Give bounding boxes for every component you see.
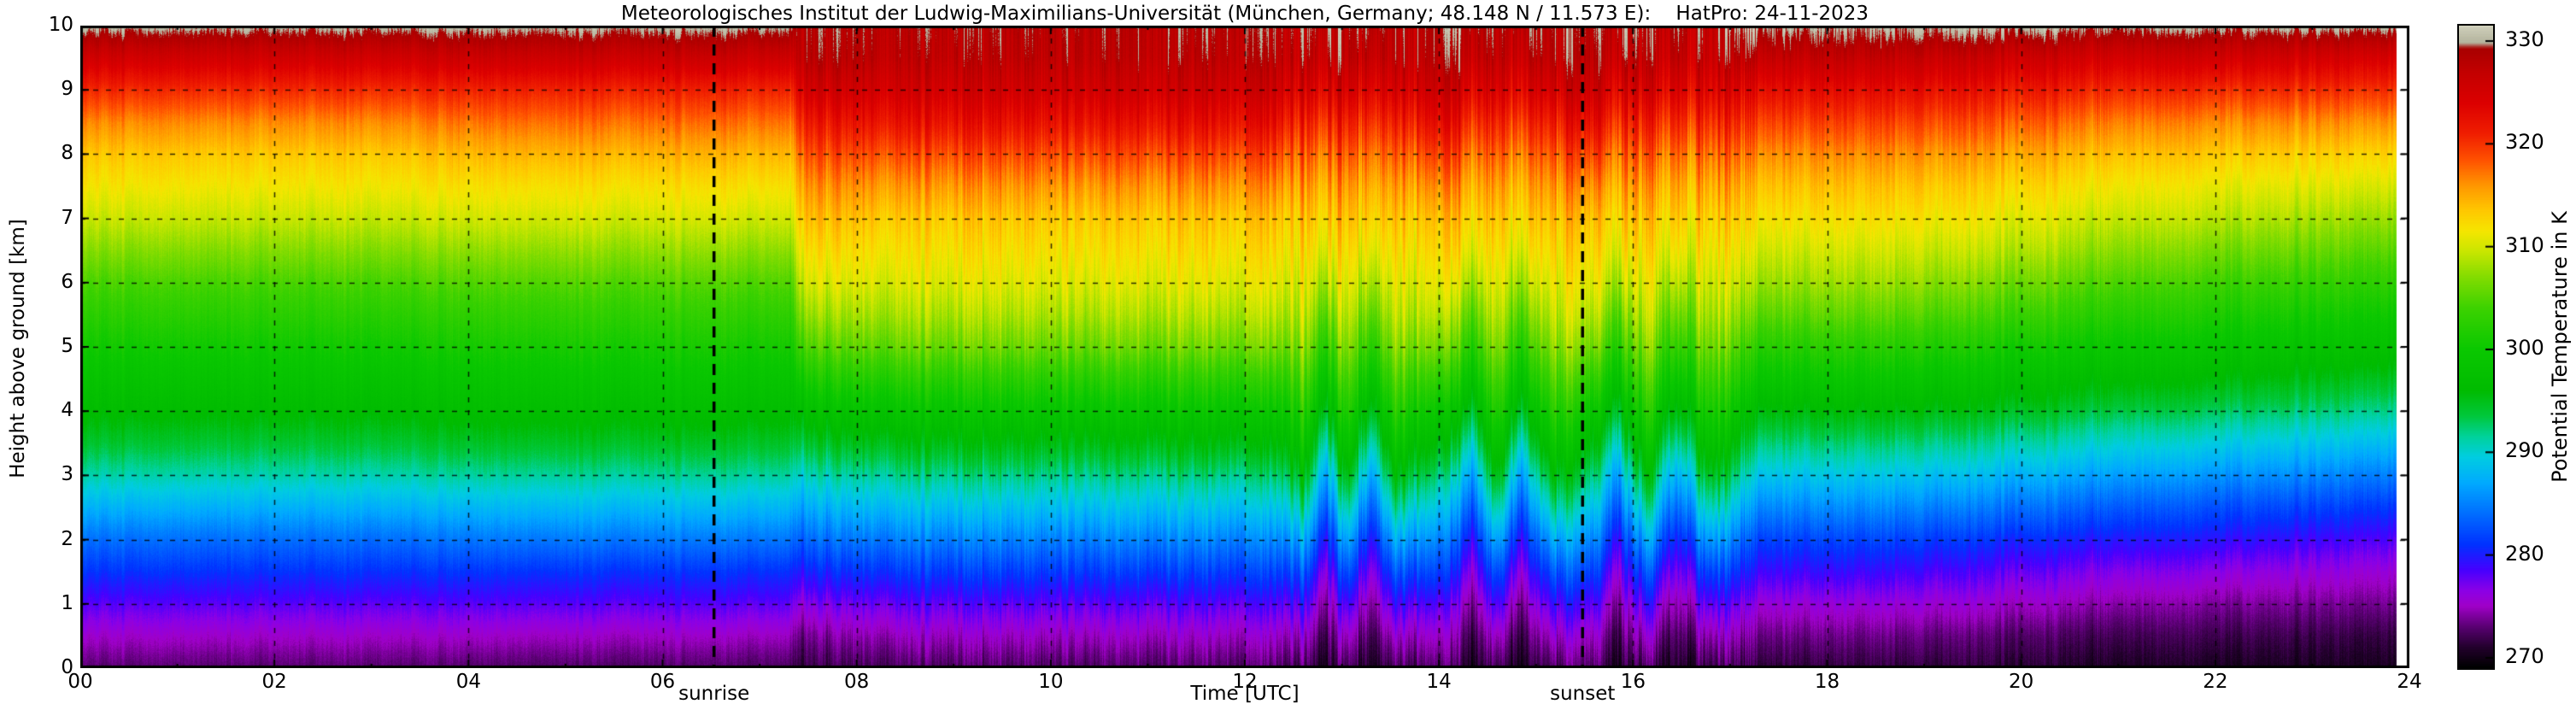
heatmap-canvas [80, 26, 2409, 668]
colorbar-tick-label: 300 [2505, 336, 2544, 360]
x-tick-label: 16 [1620, 671, 1646, 693]
colorbar-canvas [2459, 26, 2493, 668]
x-tick-label: 00 [67, 671, 93, 693]
x-tick-label: 24 [2397, 671, 2422, 693]
colorbar-tick-label: 310 [2505, 232, 2544, 257]
x-tick-label: 08 [844, 671, 870, 693]
colorbar-tick-label: 320 [2505, 130, 2544, 155]
y-tick-label: 6 [61, 270, 73, 293]
colorbar-tick-label: 270 [2505, 643, 2544, 668]
x-tick-label: 02 [261, 671, 287, 693]
x-tick-label: 12 [1232, 671, 1258, 693]
colorbar-tick-label: 280 [2505, 541, 2544, 566]
y-tick-label: 9 [61, 78, 73, 101]
colorbar-tick-label: 290 [2505, 438, 2544, 463]
sunrise-label: sunrise [678, 683, 750, 704]
colorbar-label: Potential Temperature in K [2548, 211, 2572, 483]
y-tick-label: 5 [61, 335, 73, 357]
y-tick-label: 2 [61, 527, 73, 550]
colorbar-tick-label: 330 [2505, 27, 2544, 52]
x-tick-label: 10 [1038, 671, 1064, 693]
y-tick-label: 0 [61, 656, 73, 678]
x-tick-label: 14 [1426, 671, 1452, 693]
x-tick-label: 18 [1814, 671, 1840, 693]
x-tick-label: 04 [455, 671, 481, 693]
y-tick-label: 10 [48, 14, 73, 36]
colorbar [2457, 24, 2495, 670]
y-tick-label: 8 [61, 142, 73, 165]
x-axis-label: Time [UTC] [1190, 683, 1300, 704]
x-tick-label: 06 [649, 671, 676, 693]
y-tick-label: 4 [61, 399, 73, 422]
x-tick-label: 22 [2203, 671, 2228, 693]
y-tick-label: 1 [61, 591, 73, 614]
y-tick-label: 3 [61, 463, 73, 486]
x-tick-label: 20 [2009, 671, 2034, 693]
figure-title: Meteorologisches Institut der Ludwig-Max… [620, 3, 1869, 25]
y-tick-label: 7 [61, 206, 73, 229]
sunset-label: sunset [1550, 683, 1616, 704]
